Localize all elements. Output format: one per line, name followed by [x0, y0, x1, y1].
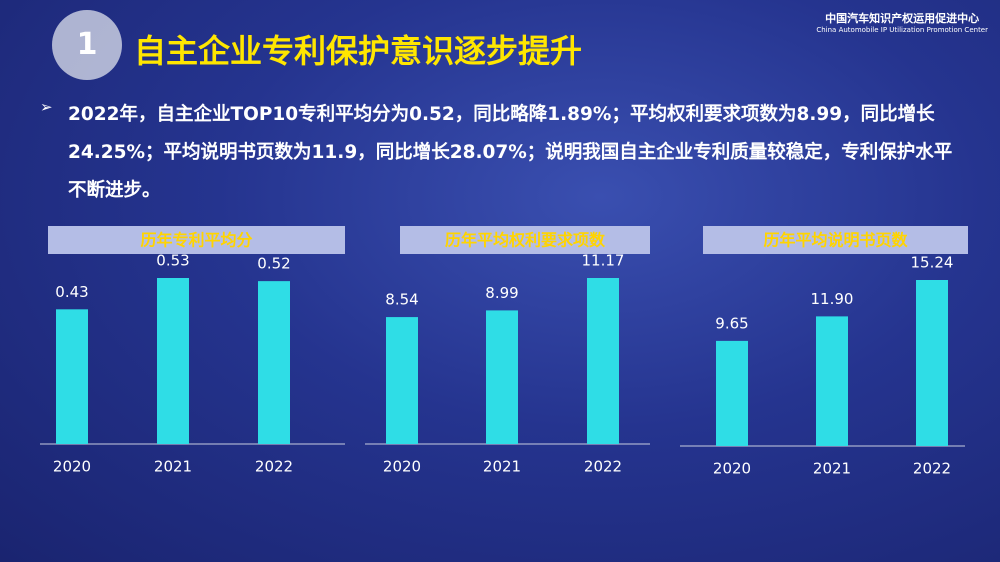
x-tick-label: 2021	[154, 458, 192, 476]
value-label: 0.53	[156, 252, 189, 270]
value-label: 15.24	[911, 254, 954, 272]
value-label: 11.17	[582, 252, 625, 270]
bar	[258, 281, 290, 444]
org-cn: 中国汽车知识产权运用促进中心	[825, 12, 980, 25]
chart-title: 历年专利平均分	[140, 231, 252, 250]
org-en: China Automobile IP Utilization Promotio…	[816, 26, 988, 34]
chart-title: 历年平均说明书页数	[763, 231, 908, 250]
x-tick-label: 2022	[913, 460, 951, 478]
bar	[816, 316, 848, 446]
x-tick-label: 2020	[53, 458, 91, 476]
x-tick-label: 2022	[255, 458, 293, 476]
chart-title-box	[703, 226, 968, 254]
value-label: 9.65	[715, 314, 748, 332]
value-label: 8.99	[485, 284, 518, 302]
bar	[716, 340, 748, 446]
chart-title: 历年平均权利要求项数	[445, 231, 606, 250]
bar	[916, 280, 948, 446]
slide-title: 自主企业专利保护意识逐步提升	[134, 32, 583, 70]
x-tick-label: 2020	[383, 458, 421, 476]
bar	[56, 309, 88, 444]
chart-title-box	[48, 226, 345, 254]
x-tick-label: 2021	[813, 460, 851, 478]
bar	[587, 278, 619, 444]
bullet-marker: ➢	[40, 98, 53, 116]
x-tick-label: 2021	[483, 458, 521, 476]
value-label: 0.43	[55, 283, 88, 301]
org-logo: 中国汽车知识产权运用促进中心 China Automobile IP Utiliz…	[816, 10, 988, 34]
value-label: 11.90	[811, 290, 854, 308]
bar	[157, 278, 189, 444]
x-tick-label: 2020	[713, 460, 751, 478]
value-label: 0.52	[257, 255, 290, 273]
chart-title-box	[400, 226, 650, 254]
bar	[486, 310, 518, 444]
x-tick-label: 2022	[584, 458, 622, 476]
section-number: 1	[52, 10, 122, 80]
value-label: 8.54	[385, 291, 418, 309]
bar	[386, 317, 418, 444]
bullet-text: 2022年，自主企业TOP10专利平均分为0.52，同比略降1.89%；平均权利…	[68, 104, 953, 201]
